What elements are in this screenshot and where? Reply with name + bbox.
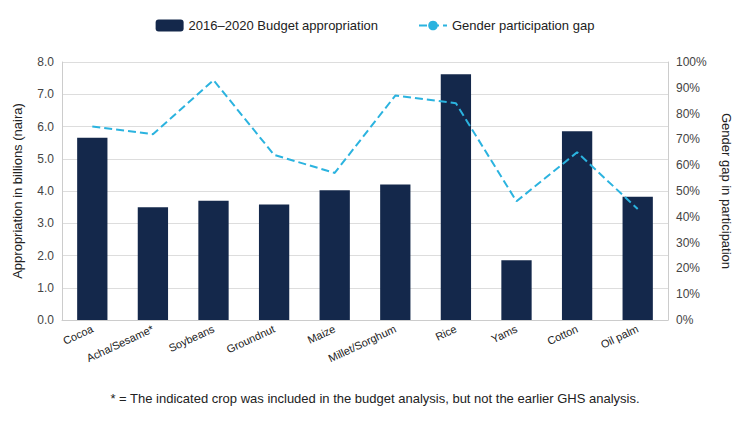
svg-text:2016–2020 Budget appropriation: 2016–2020 Budget appropriation [189, 18, 378, 33]
svg-text:50%: 50% [676, 184, 700, 198]
svg-text:7.0: 7.0 [37, 87, 54, 101]
svg-text:3.0: 3.0 [37, 216, 54, 230]
svg-text:Rice: Rice [433, 323, 458, 343]
svg-text:6.0: 6.0 [37, 120, 54, 134]
svg-text:1.0: 1.0 [37, 281, 54, 295]
svg-text:* = The indicated crop was inc: * = The indicated crop was included in t… [110, 391, 639, 406]
svg-text:70%: 70% [676, 132, 700, 146]
svg-text:Oil palm: Oil palm [599, 323, 641, 351]
svg-text:Gender gap in participation: Gender gap in participation [719, 113, 734, 269]
svg-text:Acha/Sesame*: Acha/Sesame* [85, 322, 157, 364]
svg-text:Cotton: Cotton [545, 323, 579, 348]
svg-text:Maize: Maize [306, 323, 338, 346]
svg-text:4.0: 4.0 [37, 184, 54, 198]
svg-text:2.0: 2.0 [37, 249, 54, 263]
svg-text:30%: 30% [676, 236, 700, 250]
svg-text:Yams: Yams [489, 322, 519, 345]
svg-text:60%: 60% [676, 158, 700, 172]
svg-text:90%: 90% [676, 81, 700, 95]
svg-text:8.0: 8.0 [37, 55, 54, 69]
svg-text:40%: 40% [676, 210, 700, 224]
svg-text:Gender participation gap: Gender participation gap [452, 18, 594, 33]
svg-text:20%: 20% [676, 261, 700, 275]
svg-text:Soybeans: Soybeans [167, 322, 217, 354]
svg-text:5.0: 5.0 [37, 152, 54, 166]
svg-text:Cocoa: Cocoa [61, 322, 96, 347]
svg-text:0%: 0% [676, 313, 694, 327]
svg-text:80%: 80% [676, 107, 700, 121]
svg-text:100%: 100% [676, 55, 707, 69]
svg-text:Millet/Sorghum: Millet/Sorghum [326, 323, 397, 365]
svg-text:Groundnut: Groundnut [225, 323, 277, 356]
svg-text:10%: 10% [676, 287, 700, 301]
svg-text:0.0: 0.0 [37, 313, 54, 327]
svg-text:Appropriation in billions (nai: Appropriation in billions (naira) [10, 103, 25, 279]
